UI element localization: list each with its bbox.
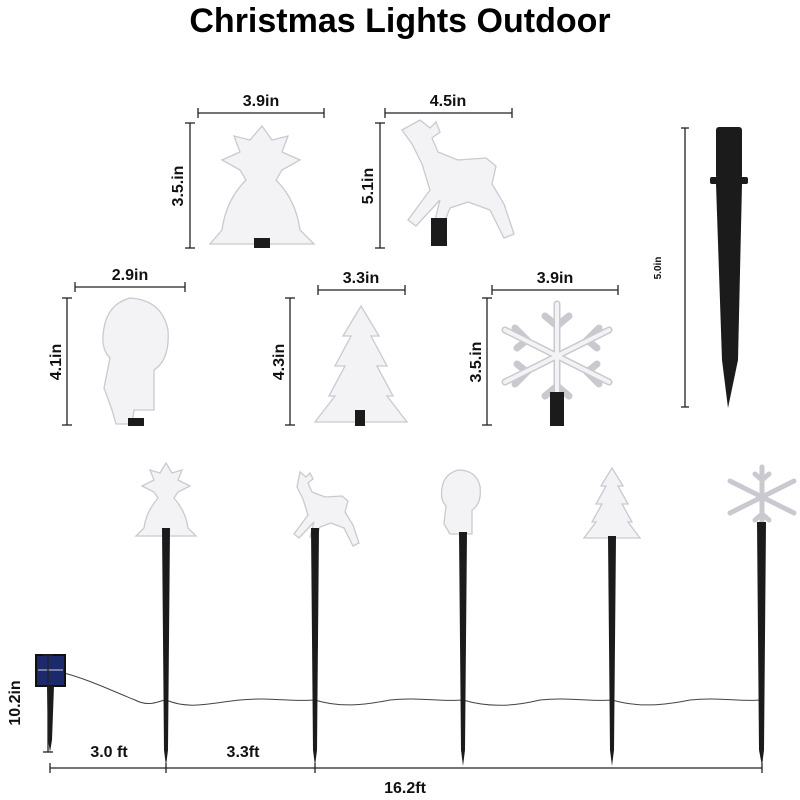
assembled-snowflake-light bbox=[727, 464, 797, 530]
total-length-label: 16.2ft bbox=[384, 780, 426, 797]
santa-width-label: 2.9in bbox=[112, 267, 148, 284]
tree-width-label: 3.3in bbox=[343, 270, 379, 287]
bell-height-label: 3.5.in bbox=[170, 166, 187, 207]
reindeer-ornament bbox=[401, 119, 515, 246]
snowflake-width-label: 3.9in bbox=[537, 270, 573, 287]
bell-ornament bbox=[208, 124, 316, 248]
santa-height-label: 4.1in bbox=[48, 344, 65, 380]
stake-height-label: 5.0in bbox=[653, 257, 664, 280]
solar-panel bbox=[35, 654, 66, 752]
string-wire bbox=[63, 672, 762, 706]
assembled-tree-light bbox=[582, 466, 642, 766]
spacing-label: 3.3ft bbox=[227, 744, 261, 761]
snowflake-ornament bbox=[501, 300, 613, 412]
assembled-reindeer-light bbox=[293, 470, 360, 766]
reindeer-height-label: 5.1in bbox=[360, 168, 377, 204]
panel-to-first-label: 3.0 ft bbox=[90, 744, 128, 761]
snowflake-light-stake bbox=[757, 522, 766, 766]
bell-width-label: 3.9in bbox=[243, 93, 279, 110]
snowflake-height-label: 3.5.in bbox=[468, 342, 485, 383]
total-height-label: 10.2in bbox=[7, 680, 24, 725]
santa-ornament bbox=[102, 297, 169, 426]
tree-ornament bbox=[313, 304, 409, 426]
assembled-bell-light bbox=[134, 461, 198, 766]
reindeer-width-label: 4.5in bbox=[430, 93, 466, 110]
snowflake-stake-socket bbox=[550, 392, 564, 426]
ground-stake bbox=[710, 127, 748, 408]
page-title: Christmas Lights Outdoor bbox=[189, 2, 611, 40]
assembled-santa-light bbox=[440, 469, 481, 766]
tree-height-label: 4.3in bbox=[271, 344, 288, 380]
